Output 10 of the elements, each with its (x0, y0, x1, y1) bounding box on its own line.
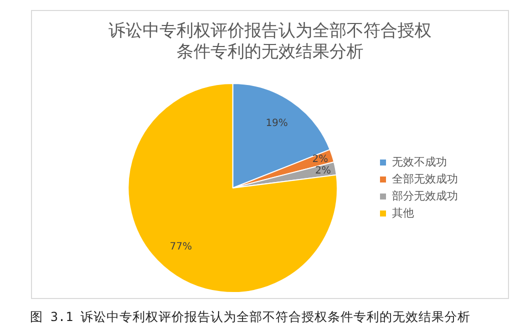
data-label: 2% (312, 154, 328, 166)
caption: 图 3.1 诉讼中专利权评价报告认为全部不符合授权条件专利的无效结果分析 (30, 309, 471, 326)
data-label: 19% (266, 118, 288, 129)
legend-label: 全部无效成功 (392, 172, 458, 186)
legend-label: 部分无效成功 (392, 189, 458, 202)
legend-label: 无效不成功 (392, 155, 447, 168)
data-label: 2% (315, 165, 332, 176)
chart-title: 诉讼中专利权评价报告认为全部不符合授权条件专利的无效结果分析 (108, 21, 432, 63)
legend-label: 其他 (392, 206, 414, 220)
data-label: 77% (170, 241, 192, 252)
